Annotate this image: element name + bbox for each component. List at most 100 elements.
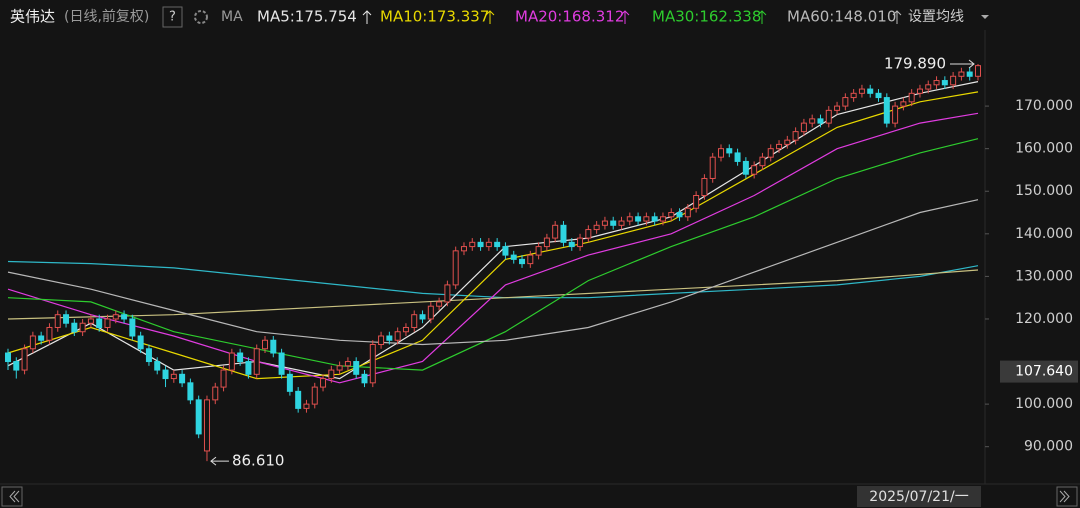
legend-entry: MA5:175.754	[257, 8, 357, 26]
candle-body	[742, 160, 749, 175]
candle-body	[402, 326, 409, 333]
help[interactable]: ?	[169, 10, 176, 25]
candle-body	[527, 254, 534, 265]
candle-body	[220, 369, 227, 388]
y-tick-label: 140.000	[1015, 226, 1073, 242]
candle-body	[809, 118, 816, 124]
candle-body	[726, 148, 733, 154]
candle-body	[427, 305, 434, 320]
candle-body	[485, 241, 492, 248]
candle-body	[933, 80, 940, 86]
candle-body	[635, 216, 642, 222]
candle-body	[104, 318, 111, 328]
candle-body	[776, 143, 783, 150]
help-box[interactable]	[162, 6, 183, 28]
stock-name: 英伟达	[10, 8, 55, 26]
candle-body	[295, 390, 302, 409]
candle-body	[286, 373, 293, 392]
candle-body	[717, 148, 724, 158]
trend-arrow	[362, 10, 372, 24]
y-tick-label: 130.000	[1015, 268, 1073, 284]
y-tick-label: 150.000	[1015, 183, 1073, 199]
candle-body	[900, 101, 907, 107]
candle-body	[643, 216, 650, 222]
trend-arrow	[892, 10, 902, 24]
candle-body	[577, 237, 584, 248]
candle-body	[858, 88, 865, 94]
candle-body	[137, 335, 144, 350]
crosshair-date: 2025/07/21/一	[869, 489, 968, 505]
candle-body	[659, 216, 666, 222]
candle-body	[270, 339, 277, 354]
candle-body	[734, 152, 741, 162]
candle-body	[610, 220, 617, 226]
candle-body	[941, 80, 948, 86]
candle-body	[237, 352, 244, 363]
candle-body	[179, 373, 186, 384]
annotation-arrowhead	[210, 456, 217, 466]
candle-body	[469, 241, 476, 248]
dropdown-icon[interactable]	[981, 15, 989, 19]
candle-body	[228, 352, 235, 371]
candle-body	[452, 250, 459, 286]
candle-body	[311, 386, 318, 405]
candle-body	[129, 318, 136, 337]
candle-body	[460, 246, 467, 252]
scroll-right[interactable]	[1056, 486, 1078, 507]
candle-body	[54, 314, 61, 328]
candle-body	[618, 220, 625, 226]
candle-body	[651, 216, 658, 222]
candle-body	[29, 335, 36, 350]
candle-body	[916, 88, 923, 94]
candle-body	[800, 122, 807, 133]
ma-label: MA	[221, 9, 243, 25]
candle-body	[767, 148, 774, 158]
candle-body	[121, 314, 128, 320]
y-tick-label: 90.000	[1024, 439, 1073, 455]
price-marker: 107.640	[1015, 364, 1073, 380]
candle-body	[867, 88, 874, 94]
settings-gear[interactable]	[194, 10, 208, 24]
candle-body	[792, 131, 799, 141]
candle-body	[112, 314, 119, 320]
candle-body	[46, 326, 53, 341]
candle-body	[278, 352, 285, 375]
trend-arrow	[620, 10, 630, 24]
annotation: 86.610	[232, 452, 285, 470]
candle-body	[444, 284, 451, 303]
candle-body	[378, 335, 385, 346]
candle-body	[369, 344, 376, 384]
subtitle: (日线,前复权)	[64, 8, 149, 25]
scroll-left-icon[interactable]	[9, 490, 20, 503]
scroll-left[interactable]	[1, 486, 23, 507]
scroll-right-icon[interactable]	[1059, 490, 1070, 503]
candle-body	[5, 352, 11, 363]
candle-body	[203, 399, 210, 452]
candle-body	[975, 65, 981, 77]
candle-body	[13, 361, 20, 371]
ma-settings[interactable]: 设置均线	[908, 9, 964, 25]
ma-line	[7, 112, 979, 384]
candle-body	[950, 75, 957, 86]
annotation: 179.890	[884, 54, 946, 72]
candle-body	[784, 139, 791, 145]
legend-entry: MA10:173.337	[380, 8, 489, 26]
y-tick-label: 170.000	[1015, 98, 1073, 114]
candle-body	[87, 318, 94, 324]
candle-body	[63, 314, 70, 324]
candle-body	[875, 92, 882, 99]
legend-entry: MA60:148.010	[787, 8, 896, 26]
candle-body	[394, 331, 401, 341]
candle-body	[303, 403, 310, 409]
y-tick-label: 100.000	[1015, 396, 1073, 412]
candle-body	[825, 109, 832, 124]
candle-body	[817, 118, 824, 124]
candle-body	[361, 373, 368, 384]
legend-entry: MA20:168.312	[515, 8, 624, 26]
candle-body	[709, 156, 716, 179]
legend-entry: MA30:162.338	[652, 8, 761, 26]
y-tick-label: 120.000	[1015, 311, 1073, 327]
trend-arrow	[485, 10, 495, 24]
candle-body	[568, 241, 575, 248]
